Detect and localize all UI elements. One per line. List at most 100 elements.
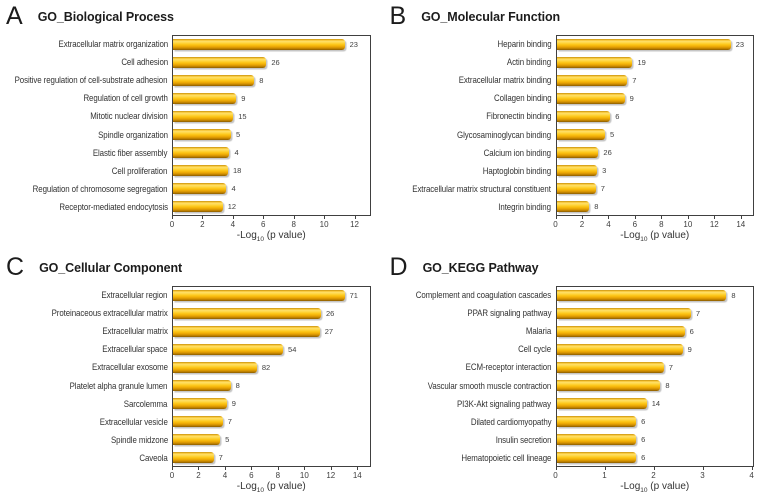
bar-row: 5 (556, 126, 754, 144)
category-labels-column: Extracellular matrix organization Cell ad… (4, 35, 172, 216)
bar-row: 8 (173, 72, 370, 90)
bar-row: 19 (556, 54, 754, 72)
plot-column: 23 26 8 9 15 5 4 18 4 12 0 2 4 6 8 10 12 -Log10 (p value) (169, 35, 371, 243)
bar-row: 27 (173, 323, 370, 341)
category-label-row: Calcium ion binding (388, 144, 556, 162)
category-label: Cell proliferation (112, 165, 168, 176)
x-tick-label: 4 (222, 471, 228, 480)
gene-count-label: 6 (641, 452, 646, 462)
bar-row: 7 (556, 359, 754, 377)
category-label: Extracellular matrix organization (58, 39, 168, 50)
gene-count-label: 8 (594, 201, 599, 211)
x-tick-mark (277, 467, 279, 470)
bar (173, 433, 221, 445)
x-tick-label: 12 (709, 220, 719, 229)
gene-count-label: 23 (349, 40, 358, 50)
category-label-row: Insulin secretion (388, 431, 556, 449)
x-tick-label: 2 (651, 471, 656, 480)
bar (556, 182, 596, 194)
bar (556, 200, 590, 212)
category-label-row: Cell cycle (388, 340, 556, 358)
x-axis: 0 1 2 3 4 (553, 467, 755, 481)
x-tick-label: 0 (553, 471, 558, 480)
bar-row: 6 (556, 448, 754, 466)
category-label-row: Sarcolemma (4, 395, 172, 413)
x-axis-title: -Log10 (p value) (620, 230, 690, 243)
gene-count-label: 26 (603, 147, 612, 157)
x-tick-label: 3 (700, 471, 705, 480)
category-label-row: PPAR signaling pathway (388, 304, 556, 322)
bar-row: 7 (173, 448, 370, 466)
category-label-row: Mitotic nuclear division (4, 107, 172, 125)
x-axis-title: -Log10 (p value) (620, 481, 690, 494)
category-label-row: Spindle organization (4, 125, 172, 143)
category-label-row: Elastic fiber assembly (4, 144, 172, 162)
x-tick-mark (263, 216, 265, 219)
x-tick-label: 6 (261, 220, 266, 229)
category-label: Haptoglobin binding (482, 165, 552, 176)
bar (173, 326, 320, 338)
gene-count-label: 3 (602, 165, 607, 175)
category-label: Hematopoietic cell lineage (461, 452, 552, 463)
bar-row: 6 (556, 323, 754, 341)
bar (173, 379, 231, 391)
panel-letter: D (389, 253, 408, 281)
plot-column: 8 7 6 9 7 8 14 6 6 6 0 1 2 3 4 -Log10 (p value) (553, 286, 755, 494)
gene-count-label: 5 (235, 129, 241, 139)
bar-row: 23 (556, 36, 754, 54)
x-tick-label: 6 (632, 220, 638, 229)
category-labels-column: Complement and coagulation cascades PPAR … (388, 286, 556, 467)
bar-row: 26 (173, 54, 370, 72)
gene-count-label: 6 (615, 112, 620, 122)
category-label: Spindle midzone (110, 434, 168, 445)
x-tick-label: 8 (659, 220, 664, 229)
gene-count-label: 7 (668, 363, 673, 373)
panel-title: GO_Molecular Function (421, 10, 561, 24)
category-label: Receptor-mediated endocytosis (59, 201, 168, 212)
category-label-row: Actin binding (388, 53, 556, 71)
bar-row: 6 (556, 430, 754, 448)
bar-row: 5 (173, 126, 370, 144)
gene-count-label: 7 (632, 76, 637, 86)
bar-row: 7 (556, 305, 754, 323)
category-label-row: Extracellular space (4, 340, 172, 358)
x-tick-mark (634, 216, 636, 219)
category-label-row: Malaria (388, 322, 556, 340)
bar-row: 7 (556, 72, 754, 90)
panel-letter: B (389, 2, 407, 30)
bar-row: 9 (556, 341, 754, 359)
x-tick-label: 0 (169, 471, 175, 480)
bar (556, 146, 599, 158)
x-axis-title: -Log10 (p value) (236, 230, 306, 243)
category-label: Glycosaminoglycan binding (457, 129, 552, 140)
x-tick-mark (751, 467, 753, 470)
bar (173, 344, 284, 356)
bar-row: 8 (173, 377, 370, 395)
x-axis: 0 2 4 6 8 10 12 (169, 216, 371, 230)
x-axis: 0 2 4 6 8 10 12 14 (169, 467, 371, 481)
panel-title: GO_Biological Process (37, 10, 174, 24)
category-label: Collagen binding (493, 93, 552, 104)
gene-count-label: 4 (231, 183, 236, 193)
category-label: Cell cycle (518, 344, 552, 355)
x-tick-mark (251, 467, 253, 470)
bar (173, 200, 223, 212)
x-tick-label: 8 (275, 471, 281, 480)
bar-row: 4 (173, 179, 370, 197)
gene-count-label: 7 (695, 309, 701, 319)
bar-row: 26 (173, 305, 370, 323)
bar (173, 362, 257, 374)
category-label: Complement and coagulation cascades (415, 290, 552, 301)
x-tick-mark (293, 216, 295, 219)
bar-row: 14 (556, 394, 754, 412)
bar (556, 39, 731, 51)
category-label-row: Haptoglobin binding (388, 162, 556, 180)
category-label: PPAR signaling pathway (467, 308, 552, 319)
category-label: Dilated cardiomyopathy (470, 416, 552, 427)
x-tick-mark (661, 216, 663, 219)
gene-count-label: 6 (641, 416, 646, 426)
x-tick-label: 0 (169, 220, 175, 229)
category-label-row: Extracellular vesicle (4, 413, 172, 431)
category-label: Extracellular matrix (102, 326, 168, 337)
x-tick-mark (555, 467, 557, 470)
